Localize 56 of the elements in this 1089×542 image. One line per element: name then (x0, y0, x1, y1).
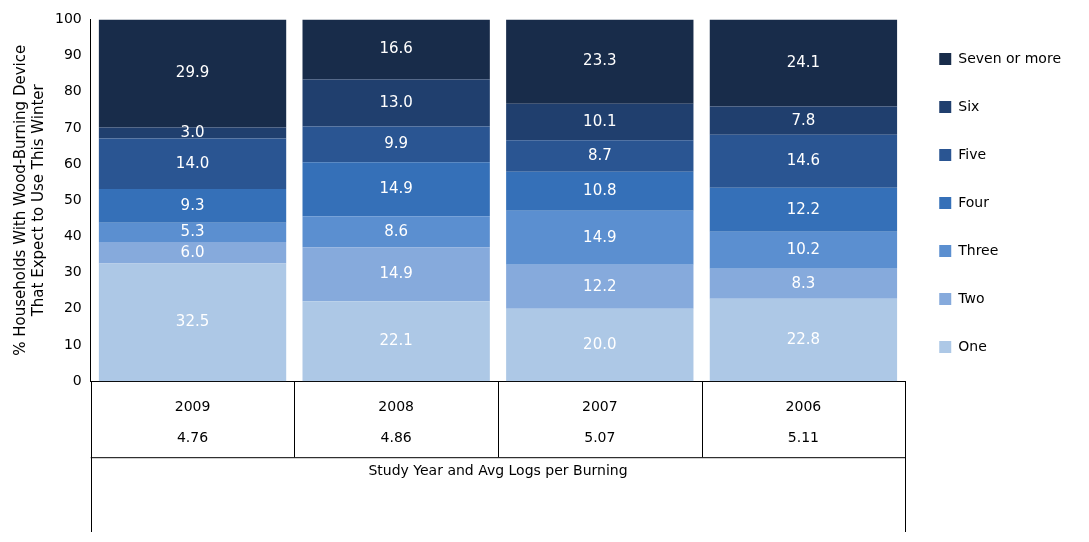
data-label: 8.6 (384, 221, 409, 240)
data-label: 32.5 (175, 312, 210, 331)
data-label: 24.1 (786, 52, 821, 71)
data-label: 20.0 (583, 334, 617, 353)
legend-label: Four (958, 193, 990, 210)
data-label: 29.9 (175, 63, 210, 82)
legend-label: One (958, 337, 987, 354)
data-label: 9.3 (180, 195, 205, 214)
y-tick-label: 10 (63, 335, 82, 352)
legend-label: Three (957, 241, 999, 258)
y-tick-label: 80 (63, 82, 82, 99)
legend-label: Two (957, 289, 985, 306)
y-tick-label: 50 (63, 190, 82, 207)
data-label: 8.3 (791, 273, 816, 292)
text: 4.76 (176, 428, 209, 445)
x-tick-label: 2006 (785, 398, 822, 415)
legend-label: Six (958, 97, 980, 114)
text: 5.07 (584, 428, 616, 445)
data-label: 14.0 (175, 153, 210, 172)
data-label: 22.1 (379, 331, 413, 350)
legend-label: Five (958, 145, 987, 162)
x-axis-title: Study Year and Avg Logs per Burning (368, 461, 628, 478)
data-label: 10.1 (583, 111, 617, 130)
data-label: 8.7 (587, 145, 612, 164)
data-label: 7.8 (791, 110, 816, 129)
data-label: 3.0 (180, 122, 205, 141)
data-label: 5.3 (180, 222, 205, 241)
data-label: 12.2 (786, 199, 821, 218)
data-label: 14.9 (379, 179, 413, 198)
y-tick-label: 30 (63, 263, 82, 280)
legend-label: Seven or more (958, 49, 1062, 66)
data-label: 14.9 (379, 264, 413, 283)
data-label: 14.6 (786, 151, 821, 170)
y-axis-title: % Households With Wood-Burning Device That Expect to Use This Winter (10, 44, 47, 356)
data-label: 14.9 (583, 227, 617, 246)
y-tick-label: 20 (63, 299, 82, 316)
y-tick-label: 60 (63, 154, 82, 171)
data-label: 10.8 (583, 181, 617, 200)
data-label: 13.0 (379, 92, 413, 111)
x-tick-label: 2008 (378, 398, 414, 415)
y-tick-label: 90 (63, 46, 82, 63)
data-label: 23.3 (583, 51, 617, 70)
data-label: 10.2 (786, 240, 821, 259)
y-tick-label: 40 (63, 227, 82, 244)
y-tick-label: 70 (63, 118, 82, 135)
data-label: 9.9 (384, 134, 409, 153)
x-tick-label: 2007 (581, 398, 618, 415)
data-label: 16.6 (379, 39, 413, 58)
data-label: 12.2 (583, 276, 617, 295)
y-tick-label: 100 (54, 10, 82, 27)
y-tick-label: 0 (72, 371, 82, 388)
data-label: 6.0 (180, 242, 205, 261)
text: 5.11 (787, 428, 820, 445)
x-tick-label: 2009 (174, 398, 211, 415)
data-label: 22.8 (786, 329, 821, 348)
text: 4.86 (380, 428, 412, 445)
